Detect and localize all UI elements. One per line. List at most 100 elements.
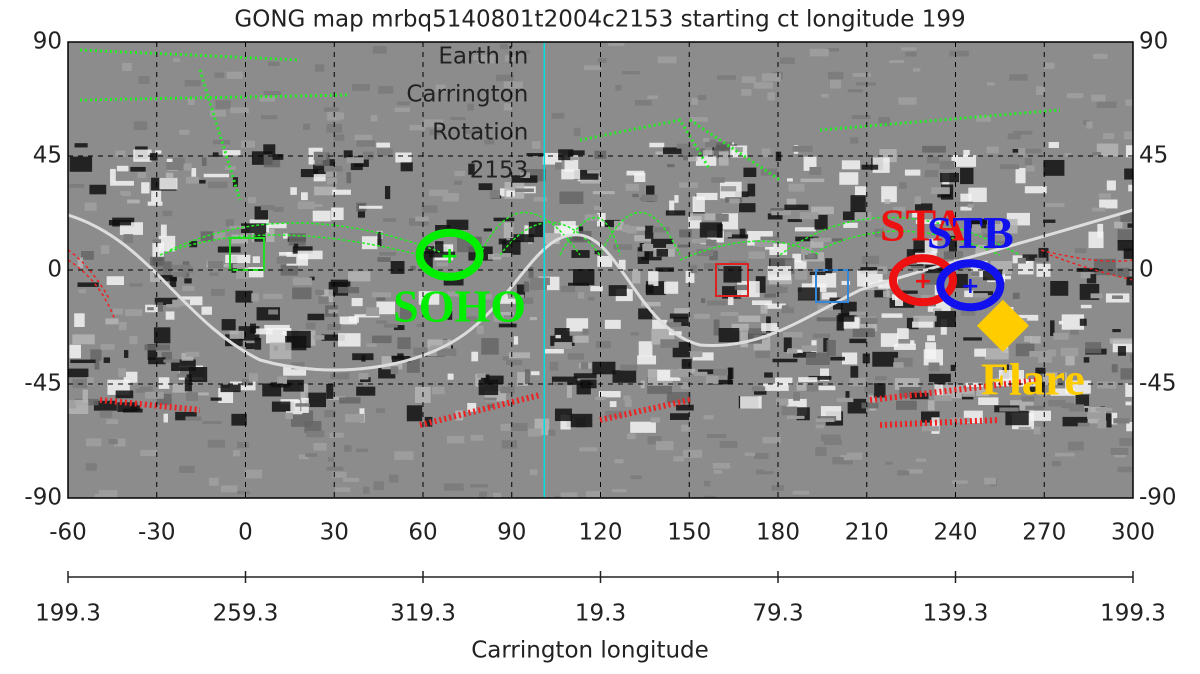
pixel-patch — [84, 202, 97, 211]
pixel-patch — [106, 419, 119, 425]
pixel-patch — [397, 353, 404, 358]
pixel-patch — [358, 205, 383, 209]
pixel-patch — [520, 172, 530, 179]
pixel-patch — [264, 324, 290, 330]
pixel-patch — [718, 327, 740, 343]
pixel-patch — [743, 167, 757, 178]
pixel-patch — [928, 362, 940, 372]
pixel-patch — [177, 373, 187, 378]
pixel-patch — [397, 337, 411, 350]
pixel-patch — [574, 169, 599, 180]
pixel-patch — [881, 186, 897, 203]
pixel-patch — [229, 225, 246, 229]
pixel-patch — [235, 290, 253, 303]
pixel-patch — [504, 55, 518, 62]
pixel-patch — [224, 166, 236, 170]
pixel-patch — [561, 169, 581, 180]
pixel-patch — [681, 424, 691, 432]
pixel-patch — [209, 272, 219, 276]
pixel-patch — [484, 397, 497, 401]
pixel-patch — [627, 226, 637, 234]
pixel-patch — [594, 205, 603, 210]
pixel-patch — [263, 144, 276, 155]
pixel-patch — [811, 206, 834, 215]
pixel-patch — [1053, 332, 1069, 340]
pixel-patch — [314, 186, 337, 196]
pixel-patch — [513, 336, 519, 345]
pixel-patch — [173, 58, 181, 62]
pixel-patch — [1097, 381, 1117, 389]
pixel-patch — [529, 284, 547, 291]
pixel-patch — [694, 313, 710, 319]
pixel-patch — [337, 286, 360, 294]
pixel-patch — [715, 213, 729, 222]
pixel-patch — [921, 426, 939, 432]
pixel-patch — [149, 153, 158, 161]
pixel-patch — [89, 184, 107, 195]
pixel-patch — [792, 145, 813, 152]
pixel-patch — [175, 163, 192, 171]
pixel-patch — [568, 150, 585, 156]
pixel-patch — [894, 378, 920, 390]
pixel-patch — [1116, 267, 1130, 278]
pixel-patch — [1110, 447, 1129, 455]
pixel-patch — [533, 196, 548, 202]
pixel-patch — [820, 94, 829, 98]
pixel-patch — [293, 243, 299, 249]
pixel-patch — [912, 211, 923, 218]
pixel-patch — [578, 292, 585, 299]
pixel-patch — [1123, 248, 1133, 259]
pixel-patch — [505, 359, 523, 366]
pixel-patch — [967, 203, 974, 208]
pixel-patch — [478, 491, 487, 498]
pixel-patch — [799, 212, 819, 220]
pixel-patch — [328, 309, 339, 314]
pixel-patch — [371, 335, 392, 344]
pixel-patch — [292, 277, 312, 286]
pixel-patch — [285, 411, 303, 415]
pixel-patch — [968, 187, 987, 203]
pixel-patch — [1035, 86, 1046, 95]
pixel-patch — [1084, 407, 1091, 412]
pixel-patch — [500, 423, 518, 431]
pixel-patch — [495, 74, 514, 82]
pixel-patch — [897, 470, 910, 476]
pixel-patch — [408, 218, 429, 226]
pixel-patch — [1080, 272, 1091, 279]
pixel-patch — [1080, 304, 1092, 309]
pixel-patch — [210, 288, 225, 296]
pixel-patch — [1085, 342, 1102, 354]
pixel-patch — [924, 238, 938, 254]
pixel-patch — [1117, 466, 1132, 473]
pixel-patch — [683, 449, 703, 458]
pixel-patch — [463, 316, 478, 322]
pixel-patch — [152, 242, 164, 258]
pixel-patch — [231, 234, 248, 244]
pixel-patch — [813, 237, 832, 242]
pixel-patch — [976, 115, 991, 122]
pixel-patch — [358, 373, 369, 380]
pixel-patch — [1030, 410, 1052, 421]
pixel-patch — [559, 191, 584, 205]
pixel-patch — [283, 379, 304, 392]
pixel-patch — [566, 413, 593, 428]
pixel-patch — [784, 204, 809, 211]
pixel-patch — [476, 325, 484, 335]
pixel-patch — [377, 231, 382, 247]
pixel-patch — [1050, 388, 1076, 396]
pixel-patch — [69, 183, 85, 188]
pixel-patch — [622, 224, 630, 233]
pixel-patch — [849, 311, 866, 316]
pixel-patch — [125, 309, 143, 317]
pixel-patch — [915, 458, 927, 462]
pixel-patch — [396, 101, 411, 106]
pixel-patch — [841, 160, 861, 170]
pixel-patch — [891, 294, 899, 301]
pixel-patch — [764, 293, 776, 298]
pixel-patch — [806, 352, 830, 365]
pixel-patch — [637, 251, 645, 257]
pixel-patch — [608, 285, 627, 297]
pixel-patch — [376, 148, 393, 156]
pixel-patch — [621, 71, 640, 75]
